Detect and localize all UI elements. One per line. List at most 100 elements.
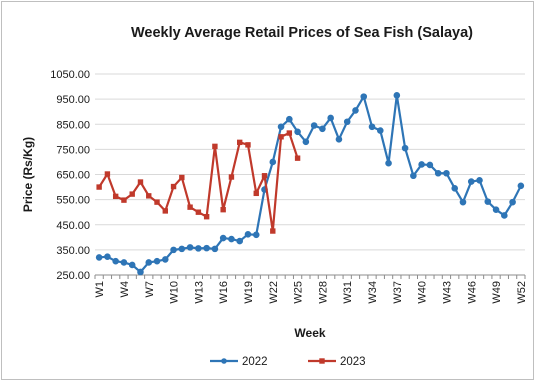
data-point (121, 197, 127, 203)
y-tick-label: 650.00 (56, 170, 90, 182)
data-point (170, 246, 177, 254)
data-point (294, 155, 301, 161)
data-point (203, 214, 210, 220)
data-point (112, 257, 119, 265)
x-tick-label: W13 (193, 281, 205, 304)
data-point (302, 138, 310, 146)
data-point (203, 244, 210, 252)
data-point (95, 254, 103, 261)
x-tick-label: W46 (466, 281, 478, 304)
x-tick-label: W43 (441, 281, 453, 304)
legend-item-2023: 2023 (308, 356, 366, 368)
data-point (278, 134, 284, 140)
y-tick-label: 750.00 (56, 144, 90, 156)
x-tick-label: W31 (342, 281, 354, 304)
x-tick-label: W16 (218, 281, 230, 304)
legend: 2022 2023 (210, 356, 366, 368)
data-point (195, 245, 202, 252)
data-point (112, 193, 119, 200)
data-point (237, 139, 243, 146)
data-point (96, 184, 102, 190)
gridlines (95, 73, 525, 276)
data-point (434, 169, 442, 177)
data-point (335, 136, 343, 143)
data-point (509, 198, 516, 206)
y-tick-label: 250.00 (56, 270, 90, 282)
data-point (252, 231, 260, 239)
data-point (104, 171, 111, 177)
data-point (212, 143, 218, 150)
data-point (245, 142, 251, 148)
x-tick-label: W25 (293, 281, 305, 304)
data-point (161, 256, 169, 263)
data-point (186, 244, 194, 251)
data-point (418, 161, 425, 168)
data-point (154, 199, 160, 205)
x-tick-label: W7 (144, 281, 156, 298)
legend-marker (221, 358, 227, 364)
x-tick-label: W4 (119, 281, 131, 298)
series-group (95, 92, 525, 276)
data-point (220, 206, 226, 213)
legend-item-2022: 2022 (210, 356, 268, 368)
data-point (145, 259, 153, 266)
data-point (137, 179, 144, 185)
x-tick-label: W28 (317, 281, 329, 304)
series-2023 (96, 130, 301, 234)
data-point (376, 127, 384, 134)
y-tick-label: 1050.00 (50, 69, 90, 81)
data-point (451, 185, 459, 192)
data-point (310, 122, 318, 129)
data-point (484, 198, 492, 205)
legend-label: 2022 (242, 356, 268, 368)
data-point (153, 257, 161, 265)
data-point (319, 125, 326, 133)
data-point (443, 169, 450, 177)
x-tick-marks (94, 275, 526, 279)
x-tick-label: W1 (94, 281, 106, 298)
data-point (368, 123, 376, 131)
legend-marker (319, 358, 325, 364)
data-point (501, 212, 508, 219)
y-tick-labels: 250.00 350.00 450.00 550.00 650.00 750.00 850.… (50, 69, 90, 282)
data-point (170, 183, 177, 190)
y-tick-label: 550.00 (56, 195, 90, 207)
data-point (286, 115, 293, 123)
data-point (286, 130, 293, 136)
data-point (385, 159, 392, 167)
data-point (401, 144, 409, 152)
x-tick-label: W19 (243, 281, 255, 304)
x-tick-labels: W1 W4 W7 W10 W13 W16 W19 W22 W25 W28 W31 W34 W37 W40 W… (94, 281, 528, 304)
data-point (104, 253, 111, 260)
data-point (294, 128, 301, 136)
data-point (129, 191, 135, 197)
data-point (228, 174, 235, 180)
data-point (393, 92, 401, 99)
data-point (476, 176, 483, 184)
data-point (120, 259, 128, 266)
y-axis-title: Price (Rs/Kg) (21, 137, 35, 212)
series-line-2022 (99, 94, 522, 274)
data-point (467, 178, 475, 185)
data-point (228, 235, 235, 243)
data-point (517, 182, 525, 190)
data-point (270, 228, 276, 234)
data-point (410, 172, 417, 180)
data-point (459, 198, 467, 206)
data-point (269, 158, 277, 166)
data-point (261, 173, 268, 179)
data-point (244, 230, 252, 238)
x-tick-label: W34 (367, 281, 379, 304)
data-point (137, 268, 144, 276)
chart-title: Weekly Average Retail Prices of Sea Fish… (131, 25, 473, 41)
data-point (162, 208, 168, 214)
x-tick-label: W10 (169, 281, 181, 304)
data-point (178, 245, 186, 253)
data-point (179, 174, 185, 181)
y-tick-label: 450.00 (56, 220, 90, 232)
y-tick-label: 350.00 (56, 245, 90, 257)
data-point (492, 206, 500, 213)
x-tick-label: W37 (392, 281, 404, 304)
